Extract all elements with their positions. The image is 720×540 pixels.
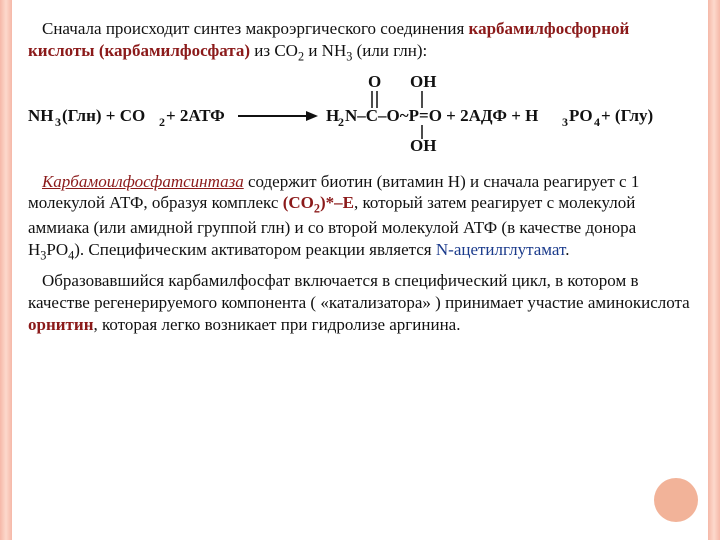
- intro-text-3: из CO: [250, 41, 298, 60]
- complex-close: )*–E: [320, 193, 354, 212]
- reaction-equation: NH 3 (Глн) + CO 2 + 2АТФ H 2 N–C–O~P=O +…: [28, 73, 692, 159]
- ornithine: орнитин: [28, 315, 94, 334]
- rx-co2-sub: 2: [159, 115, 165, 129]
- p3-t1: Образовавшийся карбамилфосфат включается…: [28, 271, 690, 312]
- accent-circle: [654, 478, 698, 522]
- rx-arrow-head: [306, 111, 318, 121]
- cycle-paragraph: Образовавшийся карбамилфосфат включается…: [28, 270, 692, 335]
- intro-text-5: (или глн):: [352, 41, 427, 60]
- rx-glu: + (Глу): [601, 106, 653, 125]
- rx-nc: N–C–O~P=O + 2АДФ + H: [345, 106, 538, 125]
- reaction-svg: NH 3 (Глн) + CO 2 + 2АТФ H 2 N–C–O~P=O +…: [28, 73, 708, 153]
- rx-h3-sub: 3: [562, 115, 568, 129]
- rx-gln: (Глн) + CO: [62, 106, 145, 125]
- intro-text-4: и NH: [304, 41, 346, 60]
- rx-bot-OH: OH: [410, 136, 436, 153]
- slide-content: Сначала происходит синтез макроэргическо…: [0, 0, 720, 351]
- intro-paragraph: Сначала происходит синтез макроэргическо…: [28, 18, 692, 65]
- p3-t3: , которая легко возникает при гидролизе …: [94, 315, 461, 334]
- rx-atf: + 2АТФ: [166, 106, 225, 125]
- complex-open: (CO: [283, 193, 314, 212]
- enzyme-name: Карбамоилфосфатсинтаза: [42, 172, 244, 191]
- rx-h2n-sub: 2: [338, 115, 344, 129]
- intro-text-1: Сначала происходит синтез макроэргическо…: [42, 19, 469, 38]
- rx-nh3: NH: [28, 106, 54, 125]
- rx-top-OH: OH: [410, 73, 436, 91]
- rx-po4-sub: 4: [594, 115, 600, 129]
- rx-po4: PO: [569, 106, 593, 125]
- activator: N-ацетилглутамат: [436, 240, 565, 259]
- rx-top-O: O: [368, 73, 381, 91]
- p2-t9: .: [565, 240, 569, 259]
- p2-t7: ). Специфическим активатором реакции явл…: [74, 240, 436, 259]
- enzyme-paragraph: Карбамоилфосфатсинтаза содержит биотин (…: [28, 171, 692, 265]
- frame-left: [0, 0, 12, 540]
- rx-nh3-sub: 3: [55, 115, 61, 129]
- frame-right: [708, 0, 720, 540]
- p2-po4: PO: [46, 240, 68, 259]
